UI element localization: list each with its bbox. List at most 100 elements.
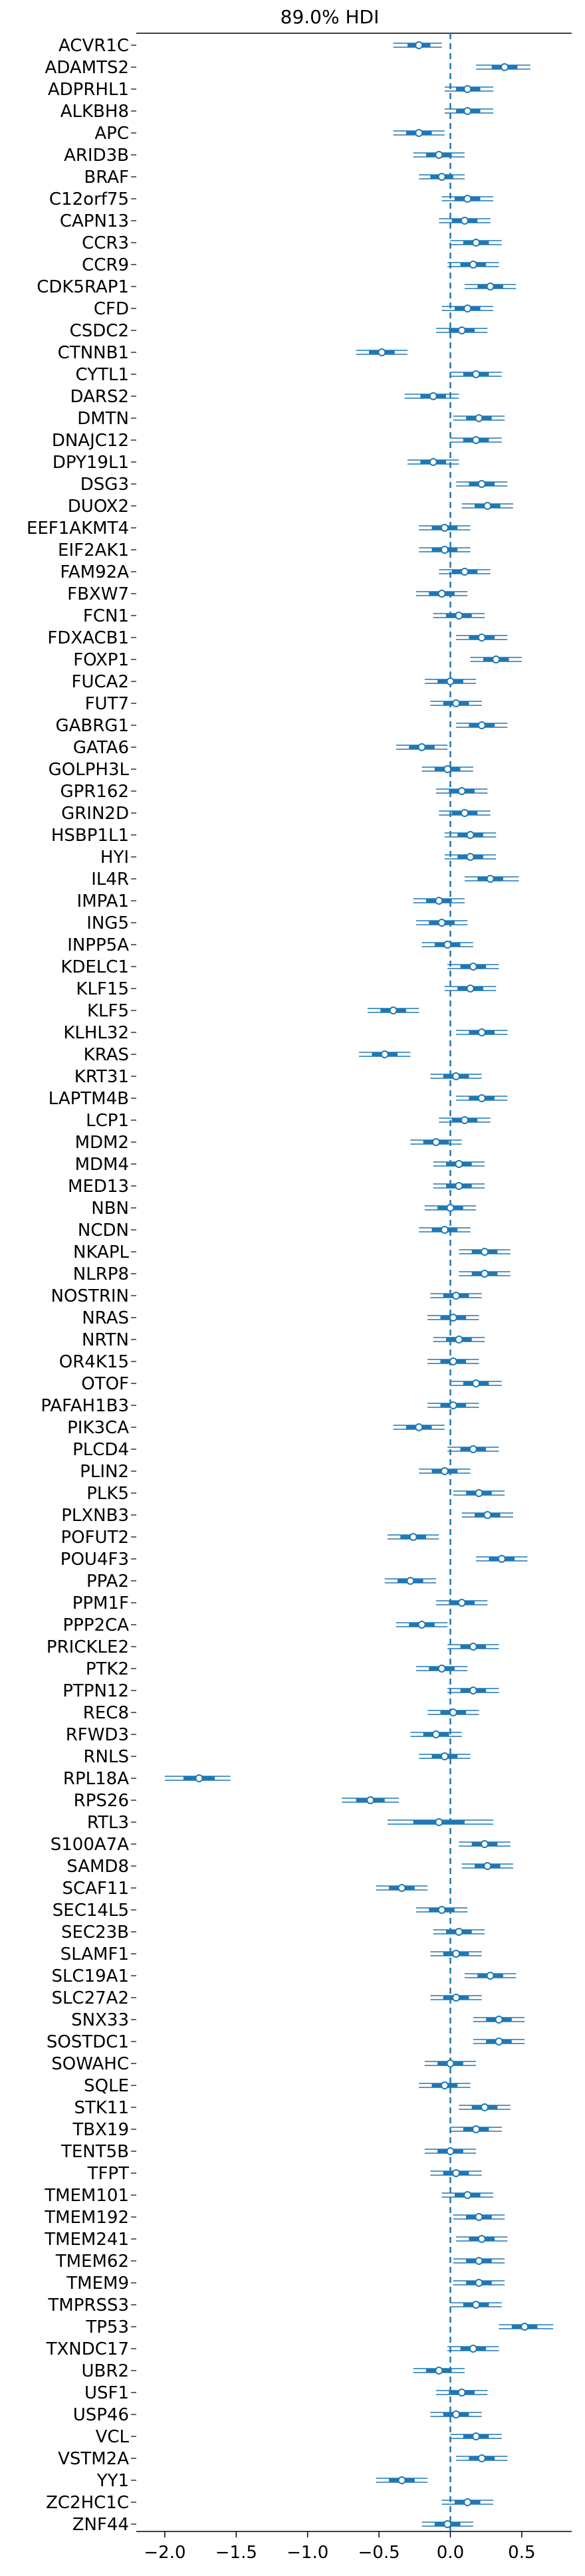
forest-row: NCDN xyxy=(78,1221,471,1240)
forest-row: TENT5B xyxy=(60,2142,477,2162)
point-estimate xyxy=(398,2476,406,2484)
x-tick-label: −1.0 xyxy=(287,2543,328,2563)
row-label: SQLE xyxy=(84,2076,129,2096)
forest-row: SLC19A1 xyxy=(51,1966,517,1986)
forest-row: TMEM9 xyxy=(66,2274,505,2293)
point-estimate xyxy=(463,195,472,203)
row-label: VCL xyxy=(96,2427,130,2447)
forest-row: PPA2 xyxy=(86,1572,436,1591)
row-label: PAFAH1B3 xyxy=(41,1396,129,1416)
forest-row: FUT7 xyxy=(85,694,482,714)
forest-row: REC8 xyxy=(83,1703,479,1723)
forest-row: NBN xyxy=(91,1199,477,1219)
row-label: EEF1AKMT4 xyxy=(27,519,129,538)
row-label: TMEM9 xyxy=(66,2274,129,2293)
forest-row: PLIN2 xyxy=(80,1462,471,1482)
forest-row: KRAS xyxy=(84,1045,411,1065)
row-label: SCAF11 xyxy=(62,1879,129,1899)
point-estimate xyxy=(495,2038,503,2046)
row-label: POFUT2 xyxy=(60,1528,129,1548)
row-label: PLXNB3 xyxy=(61,1506,129,1526)
forest-row: FOXP1 xyxy=(73,650,522,670)
point-estimate xyxy=(477,634,486,642)
row-label: LAPTM4B xyxy=(49,1089,129,1109)
row-label: APC xyxy=(94,124,129,144)
forest-row: CAPN13 xyxy=(60,211,491,231)
point-estimate xyxy=(452,1994,461,2002)
point-estimate xyxy=(481,1248,489,1256)
forest-row: ZC2HC1C xyxy=(46,2493,493,2513)
point-estimate xyxy=(466,853,475,861)
forest-row: PIK3CA xyxy=(67,1418,445,1438)
row-label: STK11 xyxy=(74,2098,129,2118)
forest-row: PRICKLE2 xyxy=(47,1637,499,1657)
point-estimate xyxy=(440,1752,449,1760)
forest-row: EIF2AK1 xyxy=(58,540,471,560)
point-estimate xyxy=(463,2191,472,2199)
forest-row: TP53 xyxy=(85,2317,554,2337)
forest-row: PLXNB3 xyxy=(61,1506,513,1526)
point-estimate xyxy=(195,1774,203,1782)
forest-row: SNX33 xyxy=(71,2010,525,2030)
forest-row: C12orf75 xyxy=(49,189,493,209)
row-label: MED13 xyxy=(68,1177,129,1197)
row-label: UBR2 xyxy=(82,2361,129,2381)
point-estimate xyxy=(378,348,386,356)
forest-row: TMEM62 xyxy=(55,2252,505,2272)
point-estimate xyxy=(452,699,461,707)
forest-row: SLAMF1 xyxy=(60,1944,482,1964)
point-estimate xyxy=(435,897,443,905)
forest-row: RTL3 xyxy=(87,1813,493,1833)
point-estimate xyxy=(521,2323,529,2331)
row-label: SOWAHC xyxy=(51,2054,129,2074)
row-label: ADPRHL1 xyxy=(48,80,129,100)
forest-row: KRT31 xyxy=(74,1067,482,1087)
row-label: DUOX2 xyxy=(68,497,129,517)
forest-row: SOWAHC xyxy=(51,2054,477,2074)
point-estimate xyxy=(435,1818,443,1826)
point-estimate xyxy=(457,326,466,334)
point-estimate xyxy=(443,2520,452,2528)
point-estimate xyxy=(417,743,426,751)
forest-row: SCAF11 xyxy=(62,1879,428,1899)
point-estimate xyxy=(460,568,469,576)
row-label: TFPT xyxy=(87,2164,130,2184)
row-label: TMEM192 xyxy=(44,2208,129,2228)
row-label: SLAMF1 xyxy=(60,1944,129,1964)
forest-row: LCP1 xyxy=(86,1111,491,1131)
forest-row: NOSTRIN xyxy=(51,1286,482,1306)
forest-row: PTK2 xyxy=(86,1659,468,1679)
row-label: CDK5RAP1 xyxy=(37,277,129,297)
row-label: VSTM2A xyxy=(58,2449,129,2469)
point-estimate xyxy=(435,2367,443,2375)
point-estimate xyxy=(463,2498,472,2506)
row-label: SNX33 xyxy=(71,2010,129,2030)
row-label: MDM4 xyxy=(75,1155,129,1175)
row-label: TXNDC17 xyxy=(46,2339,129,2359)
row-label: USP46 xyxy=(73,2405,129,2425)
x-axis: −2.0 −1.5 −1.0 −0.5 0.0 0.5 xyxy=(144,2531,536,2563)
row-label: CYTL1 xyxy=(76,365,130,385)
point-estimate xyxy=(472,2301,481,2309)
row-label: PPM1F xyxy=(72,1593,129,1613)
row-label: SEC23B xyxy=(61,1923,129,1942)
forest-row: TMEM192 xyxy=(44,2208,505,2228)
forest-row: GABRG1 xyxy=(55,716,508,736)
x-tick-label: 0.5 xyxy=(508,2543,535,2563)
forest-row: VCL xyxy=(96,2427,502,2447)
row-label: HYI xyxy=(100,848,129,868)
point-estimate xyxy=(431,1730,440,1738)
forest-row: TMEM241 xyxy=(44,2230,508,2250)
row-label: DNAJC12 xyxy=(52,431,129,451)
row-label: DPY19L1 xyxy=(53,453,129,473)
forest-row: CCR3 xyxy=(82,233,502,253)
row-label: CAPN13 xyxy=(60,211,129,231)
forest-row: CCR9 xyxy=(82,255,499,275)
row-label: FUT7 xyxy=(85,694,129,714)
forest-row: RPS26 xyxy=(74,1791,400,1811)
forest-row: TXNDC17 xyxy=(46,2339,499,2359)
forest-row: NRAS xyxy=(82,1308,479,1328)
row-label: PIK3CA xyxy=(67,1418,129,1438)
point-estimate xyxy=(449,1708,457,1716)
